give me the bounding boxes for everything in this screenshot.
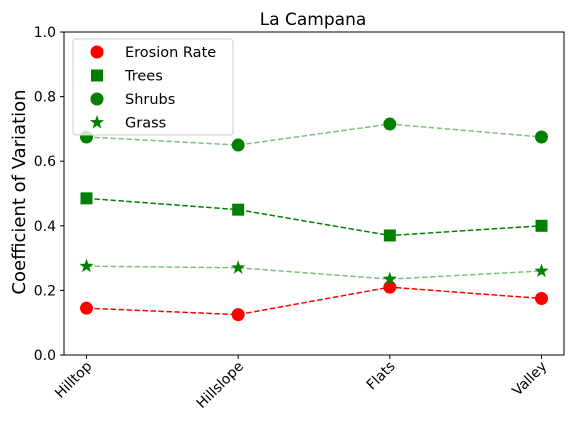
y-tick-label: 0.6 [34, 154, 56, 170]
legend-box [72, 38, 234, 136]
legend-marker-trees [91, 69, 103, 82]
data-point-grass [79, 258, 94, 273]
series-line-erosion-rate [86, 286, 542, 316]
data-point-grass [534, 263, 549, 278]
plot-frame [63, 31, 565, 356]
data-point-grass [231, 260, 246, 274]
data-point-trees [232, 203, 245, 216]
data-point-trees [535, 219, 548, 232]
data-point-shrubs [383, 117, 397, 131]
x-tick-label: Valley [509, 359, 550, 400]
data-point-shrubs [535, 130, 548, 144]
y-tick-label: 1.0 [34, 25, 56, 41]
y-tick-label: 0.2 [34, 283, 56, 299]
data-point-erosion-rate [535, 291, 548, 305]
legend-label-grass: Grass [125, 116, 166, 132]
legend-label-shrubs: Shrubs [125, 92, 175, 108]
series-line-trees [86, 197, 542, 237]
legend-label-trees: Trees [124, 69, 163, 85]
legend-marker-erosion-rate [90, 45, 104, 59]
y-tick-label: 0.4 [34, 219, 56, 235]
series-line-grass [86, 265, 542, 280]
y-axis-label: Coefficient of Variation [9, 89, 30, 294]
y-tick-label: 0.0 [34, 348, 56, 364]
plot-area [79, 117, 549, 322]
data-point-shrubs [231, 138, 245, 152]
legend-label-erosion-rate: Erosion Rate [125, 45, 216, 61]
x-tick-label: Flats [364, 359, 399, 394]
data-point-trees [383, 229, 396, 242]
x-tick-label: Hilltop [52, 358, 95, 401]
chart-title: La Campana [260, 10, 367, 30]
data-point-erosion-rate [383, 280, 397, 294]
x-tick-label: Hillslope [194, 359, 247, 412]
data-point-erosion-rate [231, 308, 245, 322]
legend: Erosion Rate Trees Shrubs Grass [72, 38, 234, 136]
data-point-trees [80, 192, 93, 205]
y-tick-label: 0.8 [34, 90, 56, 106]
series-line-shrubs [86, 123, 542, 146]
data-point-erosion-rate [80, 301, 93, 315]
legend-marker-shrubs [90, 92, 104, 106]
legend-marker-grass [89, 115, 105, 129]
data-point-grass [382, 271, 397, 286]
